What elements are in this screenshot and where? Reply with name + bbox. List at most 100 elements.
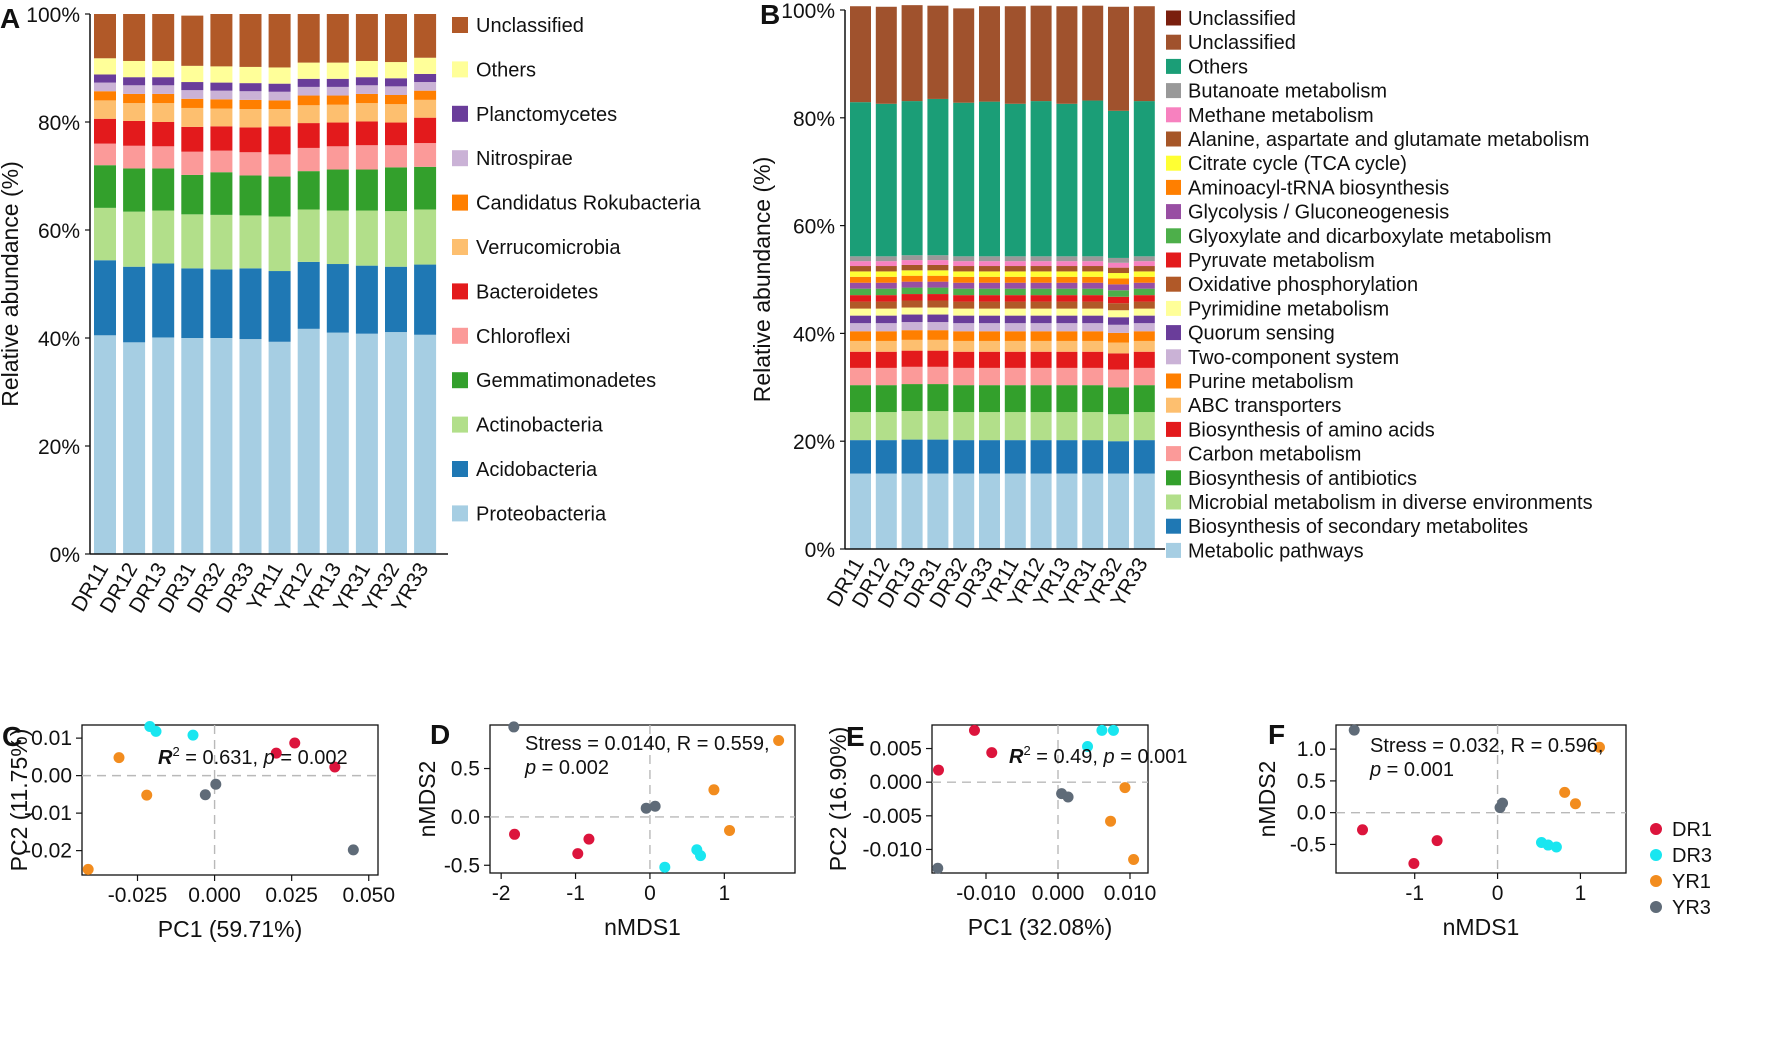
bar-segment	[875, 367, 897, 386]
y-tick-label: 80%	[38, 112, 80, 135]
bar-segment	[1004, 276, 1026, 283]
bar-segment	[326, 122, 349, 147]
bar-segment	[152, 14, 175, 61]
y-tick-label: 0.0	[1297, 802, 1326, 825]
bar-segment	[1056, 256, 1078, 262]
bar-segment	[1133, 101, 1155, 257]
bar-segment	[1133, 315, 1155, 324]
bar-segment	[901, 255, 923, 261]
r-superscript: 2	[1023, 743, 1030, 758]
x-axis-label: nMDS1	[604, 914, 681, 940]
bar-segment	[326, 169, 349, 211]
bar-segment	[1082, 308, 1104, 316]
data-point-yr3	[1062, 791, 1074, 803]
bar-segment	[355, 103, 378, 122]
data-point-yr3	[347, 844, 359, 856]
bar-segment	[123, 77, 146, 86]
bar-segment	[210, 269, 233, 338]
bar-segment	[1133, 301, 1155, 309]
bar-segment	[355, 85, 378, 94]
bar-segment	[123, 93, 146, 104]
legend-label: Gemmatimonadetes	[476, 370, 656, 392]
bar-segment	[414, 14, 437, 58]
bar-segment	[953, 295, 975, 302]
bar-segment	[123, 211, 146, 267]
bar-segment	[1030, 288, 1052, 296]
bar-segment	[1082, 315, 1104, 324]
bar-segment	[297, 105, 320, 124]
bar-segment	[94, 260, 116, 336]
bar-segment	[1056, 295, 1078, 302]
legend-label: Chloroflexi	[476, 326, 570, 348]
legend-label: Biosynthesis of antibiotics	[1188, 468, 1417, 490]
data-point-yr1	[1593, 741, 1605, 753]
data-point-yr1	[773, 734, 785, 746]
bar-segment	[953, 385, 975, 413]
data-point-yr3	[210, 778, 222, 790]
bar-segment	[1108, 353, 1129, 370]
p-value: = 0.001	[1115, 746, 1188, 768]
legend-label: YR3	[1672, 897, 1711, 919]
legend-label: Butanoate metabolism	[1188, 81, 1387, 103]
bar-segment	[268, 100, 291, 110]
bar-segment	[850, 315, 871, 324]
p-value: = 0.002	[275, 747, 348, 769]
bar-segment	[1133, 261, 1155, 267]
bar-segment	[1108, 110, 1129, 258]
y-axis-label: Relative abundance (%)	[0, 161, 23, 406]
legend-swatch	[1166, 470, 1181, 486]
bar-segment	[297, 171, 320, 210]
legend-swatch	[1166, 204, 1181, 220]
bar-segment	[953, 8, 975, 103]
bar-segment	[181, 174, 204, 215]
bar-segment	[355, 145, 378, 170]
bar-segment	[1082, 331, 1104, 341]
bar-segment	[297, 328, 320, 554]
bar-segment	[326, 104, 349, 123]
legend-label: Others	[476, 59, 536, 81]
x-tick-label: -2	[492, 882, 511, 905]
y-tick-label: 0.5	[1297, 770, 1326, 793]
legend-swatch	[452, 505, 468, 522]
bar-segment	[1030, 315, 1052, 324]
legend-label: Pyrimidine metabolism	[1188, 298, 1389, 320]
bar-segment	[326, 86, 349, 96]
panel-label: D	[430, 719, 450, 750]
p-symbol: p	[524, 757, 536, 779]
bar-segment	[901, 260, 923, 265]
bar-segment	[927, 287, 949, 295]
bar-segment	[1082, 256, 1104, 262]
bar-segment	[1133, 266, 1155, 272]
bar-segment	[1108, 387, 1129, 415]
bar-segment	[1056, 301, 1078, 309]
bar-segment	[123, 103, 146, 121]
bar-segment	[927, 411, 949, 440]
bar-segment	[1108, 342, 1129, 354]
y-tick-label: 0.5	[451, 758, 480, 781]
r-symbol: R	[158, 747, 173, 769]
bar-segment	[181, 107, 204, 127]
bar-segment	[355, 93, 378, 104]
bar-segment	[1030, 323, 1052, 332]
bar-segment	[850, 308, 871, 316]
x-tick-label: 0.025	[265, 884, 318, 907]
bar-segment	[239, 99, 262, 110]
bar-segment	[927, 384, 949, 412]
plot-frame	[489, 724, 796, 874]
bar-segment	[953, 282, 975, 289]
bar-segment	[1030, 351, 1052, 368]
bar-segment	[927, 98, 949, 256]
bar-segment	[414, 90, 437, 100]
bar-segment	[123, 342, 146, 554]
bar-segment	[1108, 414, 1129, 442]
y-tick-label: 60%	[38, 220, 80, 243]
bar-segment	[123, 60, 146, 78]
bar-segment	[1004, 412, 1026, 441]
bar-segment	[927, 314, 949, 323]
legend-label: DR1	[1672, 819, 1712, 841]
plot-frame	[931, 724, 1149, 874]
p-value: = 0.001	[1381, 759, 1454, 781]
bar-segment	[210, 214, 233, 270]
bar-segment	[239, 14, 262, 67]
bar-segment	[1133, 340, 1155, 352]
